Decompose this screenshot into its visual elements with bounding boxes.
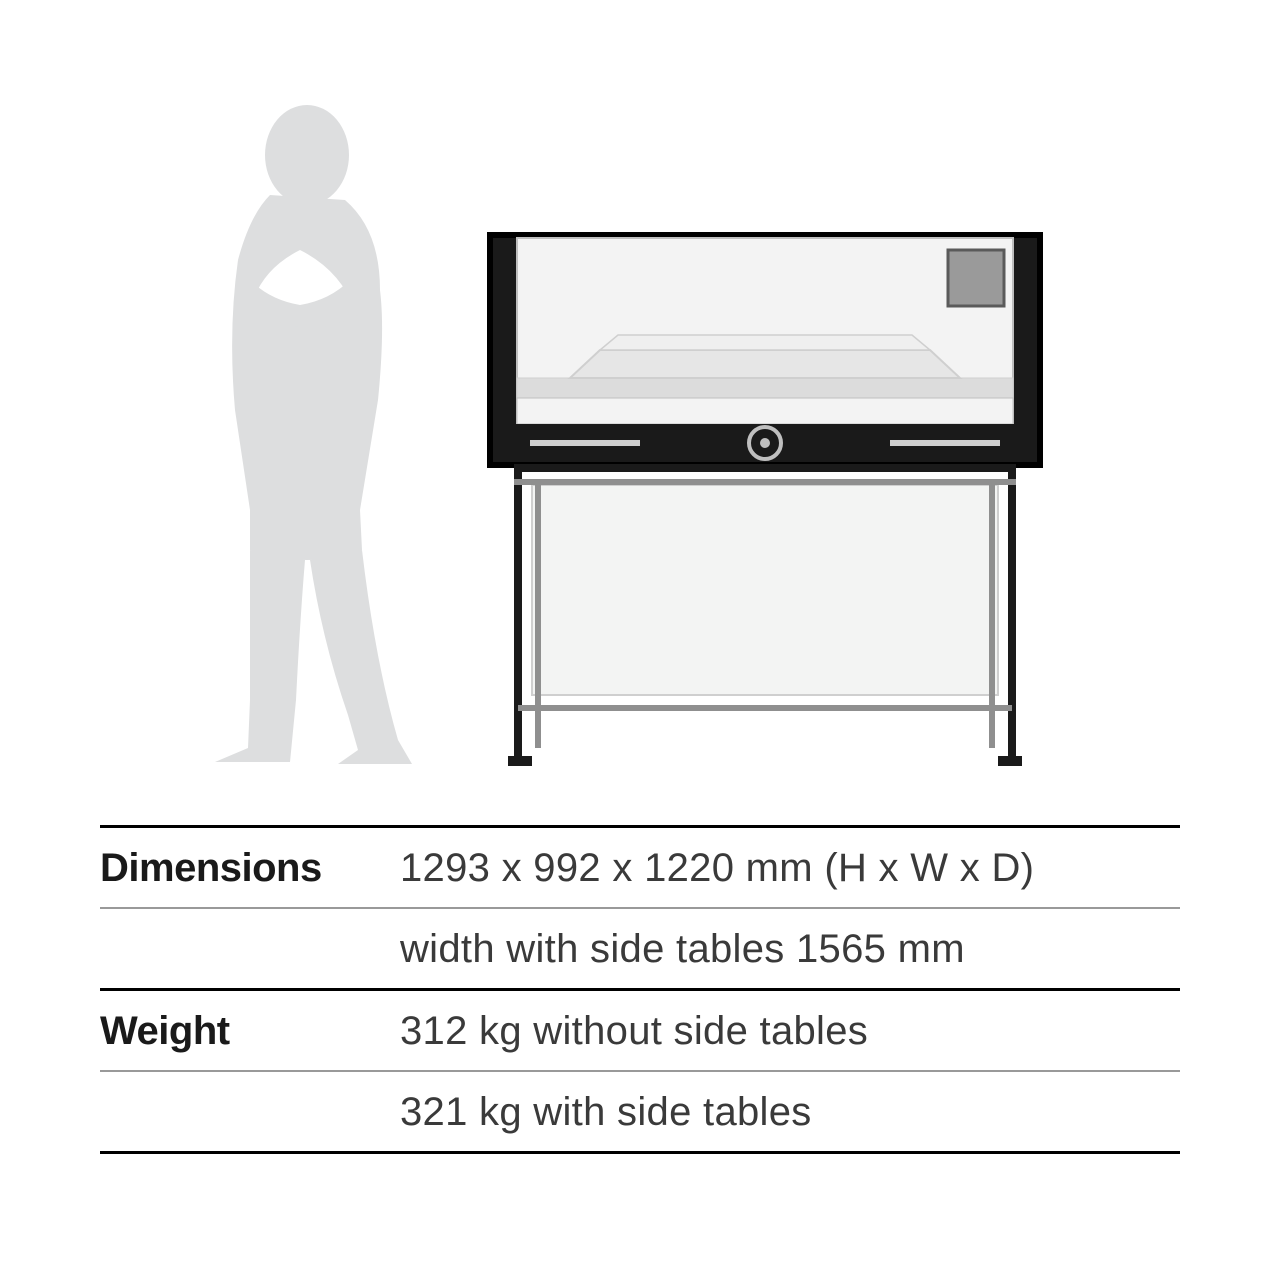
size-comparison-illustration — [100, 100, 1180, 770]
spec-sheet: Dimensions 1293 x 992 x 1220 mm (H x W x… — [0, 0, 1280, 1280]
spec-value: 312 kg without side tables — [400, 1009, 1180, 1054]
spec-row-weight: Weight 312 kg without side tables — [100, 988, 1180, 1070]
spec-value: 321 kg with side tables — [400, 1090, 1180, 1135]
spec-row-weight-with-tables: 321 kg with side tables — [100, 1070, 1180, 1154]
person-silhouette-icon — [215, 105, 412, 764]
spec-row-dimensions: Dimensions 1293 x 992 x 1220 mm (H x W x… — [100, 825, 1180, 907]
machine-icon — [490, 235, 1040, 766]
spec-label — [100, 1090, 400, 1135]
illustration-svg — [100, 100, 1180, 770]
spec-value: 1293 x 992 x 1220 mm (H x W x D) — [400, 846, 1180, 891]
spec-label: Weight — [100, 1009, 400, 1054]
spec-label — [100, 927, 400, 972]
spec-label: Dimensions — [100, 846, 400, 891]
spec-row-dimensions-wide: width with side tables 1565 mm — [100, 907, 1180, 988]
spec-value: width with side tables 1565 mm — [400, 927, 1180, 972]
spec-table: Dimensions 1293 x 992 x 1220 mm (H x W x… — [100, 825, 1180, 1154]
